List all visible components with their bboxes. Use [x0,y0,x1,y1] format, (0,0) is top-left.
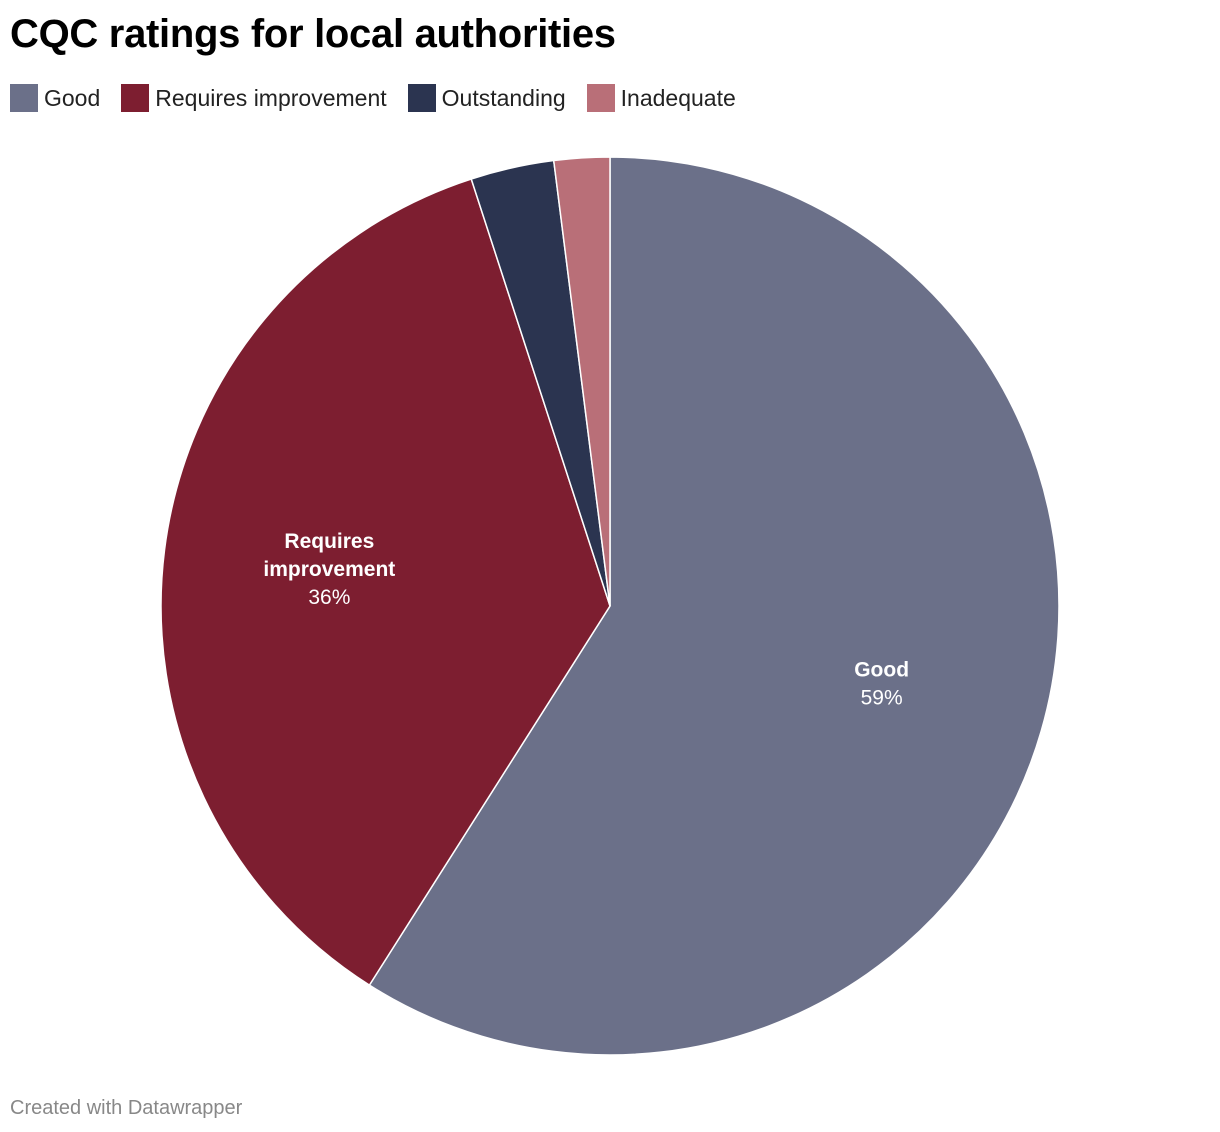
slice-label-name: Requires [284,530,374,553]
pie-slice-inadequate [552,156,611,607]
legend-item-inadequate: Inadequate [586,84,736,112]
legend-label-requires-improvement: Requires improvement [155,85,387,111]
legend: Good Requires improvement Outstanding In… [10,84,757,112]
legend-label-inadequate: Inadequate [620,85,736,111]
slice-label-name: Good [854,658,909,681]
legend-swatch-inadequate [586,84,615,112]
legend-swatch-good [10,84,38,112]
legend-item-good: Good [10,84,100,112]
pie-slice-good [368,156,1060,1056]
slice-label-value: 59% [861,686,903,709]
legend-label-outstanding: Outstanding [441,85,566,111]
legend-item-requires-improvement: Requires improvement [121,84,387,112]
chart-title: CQC ratings for local authorities [10,12,616,56]
pie-slice-requires-improvement [160,178,611,987]
footer-credit: Created with Datawrapper [10,1097,243,1119]
legend-label-good: Good [44,85,101,111]
slice-label-value: 36% [308,586,350,609]
slice-label-name: improvement [263,558,395,581]
legend-swatch-requires-improvement [121,84,150,112]
legend-item-outstanding: Outstanding [407,84,566,112]
legend-swatch-outstanding [407,84,436,112]
